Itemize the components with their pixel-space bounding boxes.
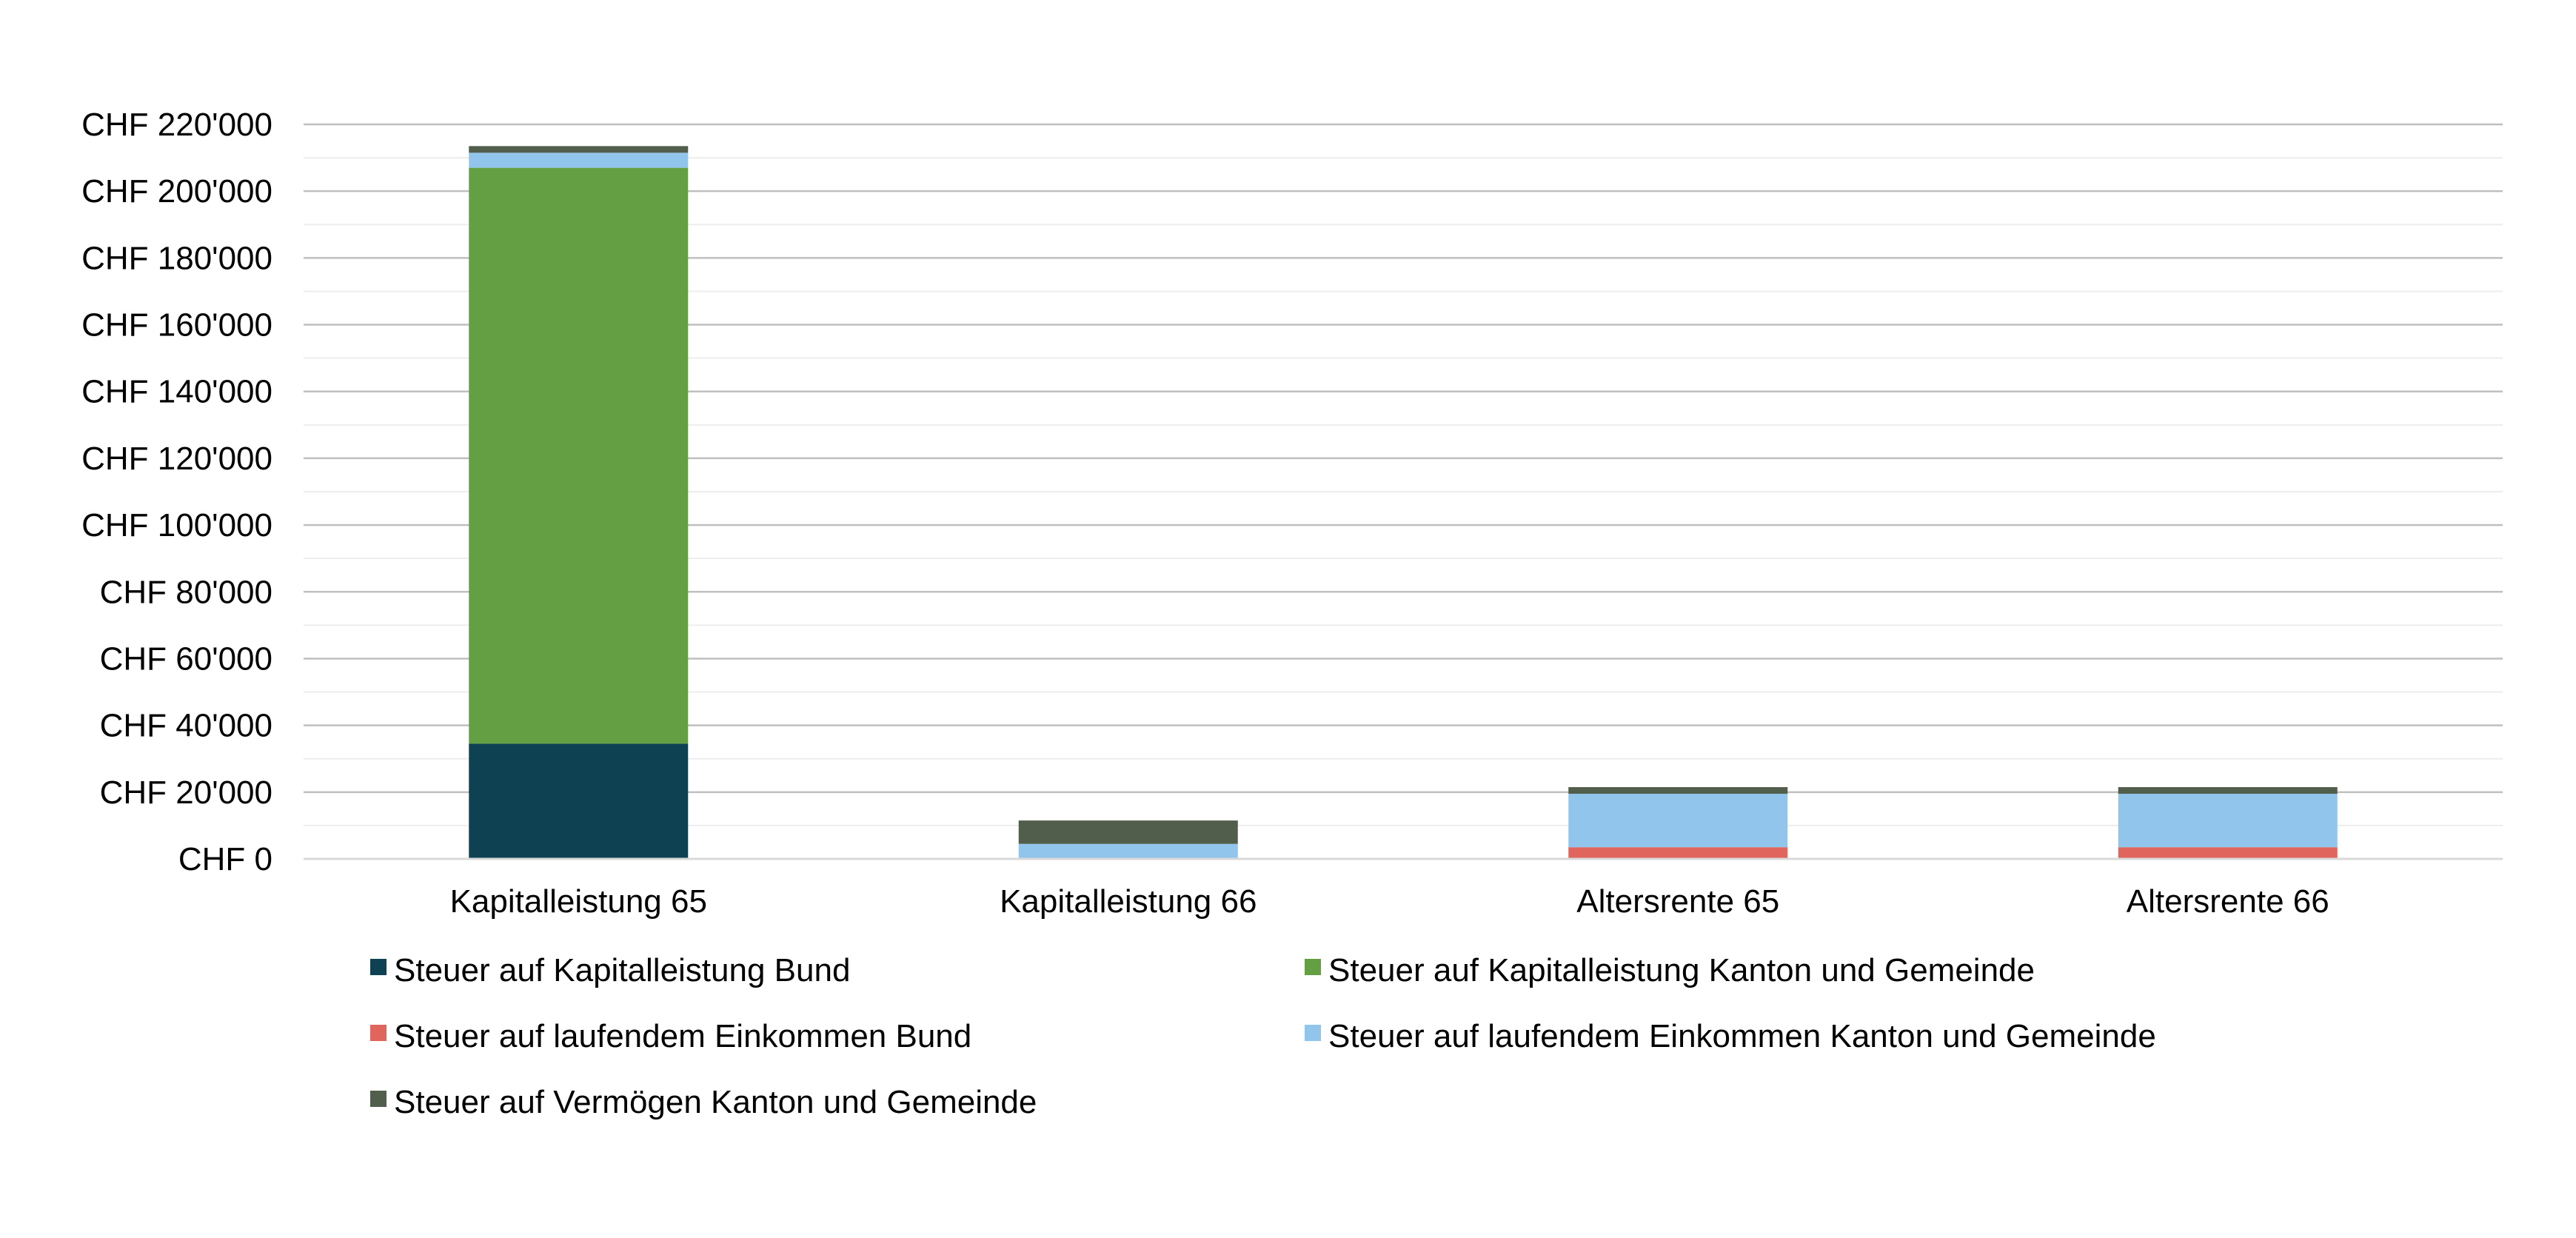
x-category-label: Kapitalleistung 65 [450, 883, 707, 920]
legend-label: Steuer auf Kapitalleistung Kanton und Ge… [1328, 952, 2035, 988]
y-tick-label: CHF 60'000 [100, 640, 272, 677]
y-tick-label: CHF 80'000 [100, 574, 272, 610]
y-tick-label: CHF 40'000 [100, 708, 272, 744]
bar-segment [1568, 787, 1788, 794]
x-category-label: Kapitalleistung 66 [1000, 883, 1257, 920]
legend-swatch [370, 959, 387, 975]
bars [469, 146, 2338, 859]
legend-label: Steuer auf laufendem Einkommen Kanton un… [1328, 1018, 2156, 1054]
legend-swatch [1305, 1025, 1321, 1041]
y-tick-label: CHF 140'000 [81, 374, 272, 410]
y-tick-label: CHF 180'000 [81, 240, 272, 276]
x-category-label: Altersrente 66 [2127, 883, 2329, 920]
bar-segment [1018, 820, 1238, 844]
y-tick-label: CHF 100'000 [81, 507, 272, 543]
bar-segment [1568, 794, 1788, 848]
bar-segment [1568, 847, 1788, 859]
y-tick-label: CHF 120'000 [81, 441, 272, 477]
bar-segment [469, 153, 689, 168]
legend-label: Steuer auf laufendem Einkommen Bund [394, 1018, 971, 1054]
legend-label: Steuer auf Kapitalleistung Bund [394, 952, 850, 988]
y-tick-label: CHF 200'000 [81, 173, 272, 210]
bar-segment [469, 146, 689, 153]
bar-segment [2118, 794, 2338, 848]
y-tick-label: CHF 20'000 [100, 774, 272, 811]
legend: Steuer auf Kapitalleistung Bund Steuer au… [370, 952, 2156, 1120]
bar-segment [469, 743, 689, 859]
y-tick-label: CHF 0 [178, 841, 272, 877]
legend-swatch [370, 1025, 387, 1041]
bar-segment [2118, 787, 2338, 794]
y-tick-label: CHF 220'000 [81, 107, 272, 143]
y-tick-label: CHF 160'000 [81, 307, 272, 344]
legend-label: Steuer auf Vermögen Kanton und Gemeinde [394, 1084, 1037, 1120]
bar-segment [1018, 843, 1238, 859]
legend-swatch [1305, 959, 1321, 975]
x-category-label: Altersrente 65 [1576, 883, 1779, 920]
bar-segment [469, 167, 689, 744]
axes: CHF 0 CHF 20'000 CHF 40'000 CHF 60'000 CHF 8… [81, 107, 2503, 920]
legend-swatch [370, 1091, 387, 1107]
bar-segment [2118, 847, 2338, 859]
